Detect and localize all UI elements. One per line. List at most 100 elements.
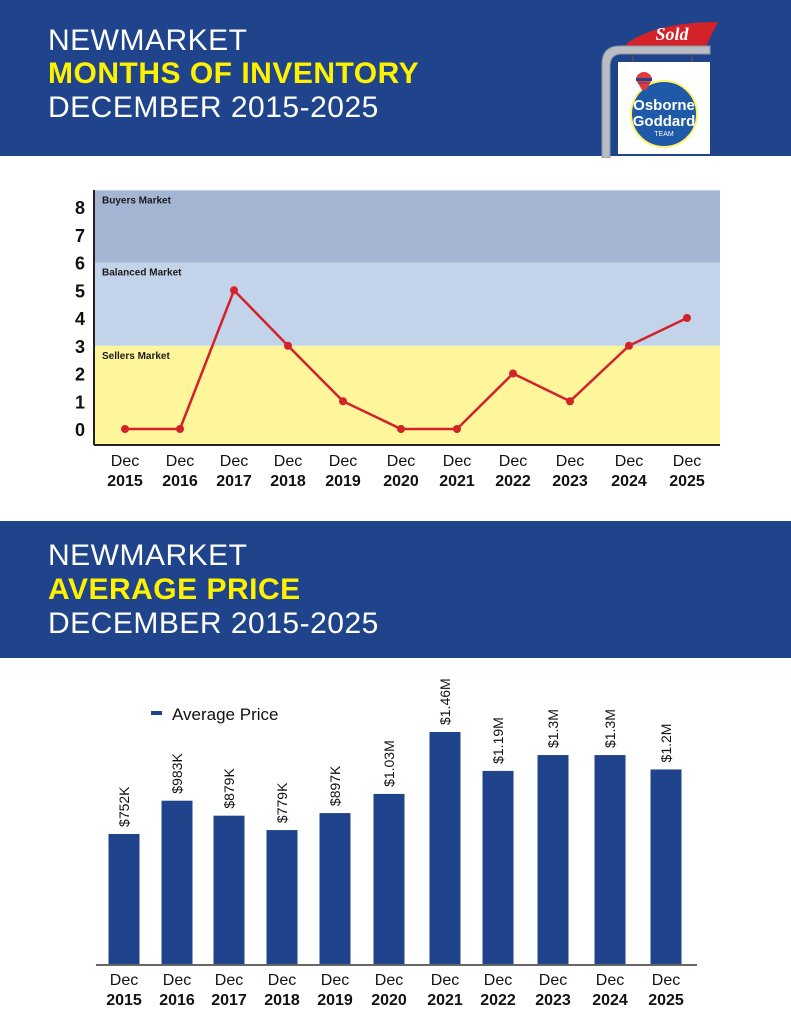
x-tick-month: Dec [321,972,349,989]
logo-name-3: TEAM [654,131,674,138]
bar-2018 [266,830,298,964]
x-tick-year: 2018 [270,473,306,490]
x-tick-year: 2016 [162,473,198,490]
bar-data-label: $879K [221,768,237,809]
bar-2021 [429,732,461,964]
sold-banner-shape [626,22,718,46]
x-tick-year: 2015 [107,473,143,490]
bar-2020 [373,793,405,964]
svg-text:RE/MAX: RE/MAX [638,81,650,85]
x-tick-month: Dec [431,972,459,989]
x-tick-year: 2025 [648,992,684,1009]
y-tick-label: 7 [75,226,85,246]
x-tick-year: 2016 [159,992,195,1009]
data-point [566,397,574,406]
logo-name-1: Osborne [633,97,695,114]
x-tick-month: Dec [499,453,527,470]
x-tick-year: 2023 [535,992,571,1009]
x-tick-year: 2018 [264,992,300,1009]
band-label: Balanced Market [102,268,182,279]
x-tick-year: 2024 [592,992,628,1009]
x-tick-month: Dec [652,972,680,989]
x-tick-month: Dec [596,972,624,989]
band-balanced-market [94,262,720,346]
x-tick-month: Dec [220,453,248,470]
bar-data-label: $779K [274,782,290,823]
x-tick-month: Dec [110,972,138,989]
bar-2016 [161,800,193,964]
header-city: NEWMARKET [48,24,248,57]
logo-name-2: Goddard [633,113,696,130]
y-tick-label: 4 [75,309,85,329]
x-tick-year: 2019 [317,992,353,1009]
header-title: MONTHS OF INVENTORY [48,57,420,90]
y-tick-label: 1 [75,392,85,412]
x-tick-month: Dec [484,972,512,989]
bar-2015 [108,833,140,964]
x-tick-year: 2024 [611,473,647,490]
x-tick-year: 2017 [216,473,252,490]
bar-data-label: $1.46M [437,678,453,725]
x-tick-month: Dec [387,453,415,470]
x-tick-year: 2022 [495,473,531,490]
data-point [284,341,292,350]
x-tick-month: Dec [615,453,643,470]
sold-label: Sold [655,24,689,44]
bar-data-label: $1.19M [490,717,506,764]
bar-data-label: $1.3M [602,709,618,748]
x-tick-month: Dec [443,453,471,470]
data-point [121,425,129,433]
x-tick-year: 2017 [211,992,247,1009]
x-tick-year: 2015 [106,992,142,1009]
header-banner-price: NEWMARKET AVERAGE PRICE DECEMBER 2015-20… [0,521,791,658]
bar-2023 [537,755,569,964]
x-tick-month: Dec [556,453,584,470]
y-tick-label: 5 [75,281,85,301]
x-tick-month: Dec [375,972,403,989]
x-tick-month: Dec [268,972,296,989]
x-tick-month: Dec [329,453,357,470]
bar-data-label: $983K [169,753,185,794]
data-point [683,314,691,322]
x-tick-year: 2021 [427,992,463,1009]
x-tick-year: 2025 [669,473,705,490]
bar-2025 [650,769,682,964]
bar-2019 [319,813,351,964]
sold-sign-logo: Sold RE/MAX Osborne Goddard TEAM [601,22,718,158]
band-label: Buyers Market [102,195,172,206]
bar-2022 [482,770,514,964]
x-tick-year: 2023 [552,473,588,490]
bar-data-label: $752K [116,786,132,827]
header-date-range: DECEMBER 2015-2025 [48,91,379,124]
x-tick-year: 2021 [439,473,475,490]
x-tick-month: Dec [111,453,139,470]
header-title: AVERAGE PRICE [48,573,301,606]
average-price-chart: Average Price $752K $983K $879K $779K $897K $… [96,678,697,1009]
header-city: NEWMARKET [48,539,248,572]
sign-post [601,45,711,158]
x-tick-month: Dec [166,453,194,470]
y-tick-label: 0 [75,420,85,440]
bar-data-label: $1.03M [381,740,397,787]
data-point [397,425,405,433]
data-point [230,286,238,295]
band-label: Sellers Market [102,351,170,362]
x-tick-month: Dec [163,972,191,989]
data-point [339,397,347,406]
bar-data-label: $1.3M [545,709,561,748]
bar-2017 [213,815,245,964]
header-date-range: DECEMBER 2015-2025 [48,607,379,640]
legend-label: Average Price [172,705,278,724]
x-tick-month: Dec [215,972,243,989]
x-tick-month: Dec [673,453,701,470]
team-circle [630,80,698,148]
x-tick-year: 2020 [371,992,407,1009]
y-tick-label: 6 [75,254,85,274]
months-of-inventory-chart: Sellers Market Balanced Market Buyers Mark… [75,190,720,490]
bar-data-label: $897K [327,765,343,806]
legend-swatch [151,711,162,715]
x-tick-year: 2022 [480,992,516,1009]
y-tick-label: 8 [75,198,85,218]
data-point [625,341,633,350]
bar-2024 [594,755,626,964]
